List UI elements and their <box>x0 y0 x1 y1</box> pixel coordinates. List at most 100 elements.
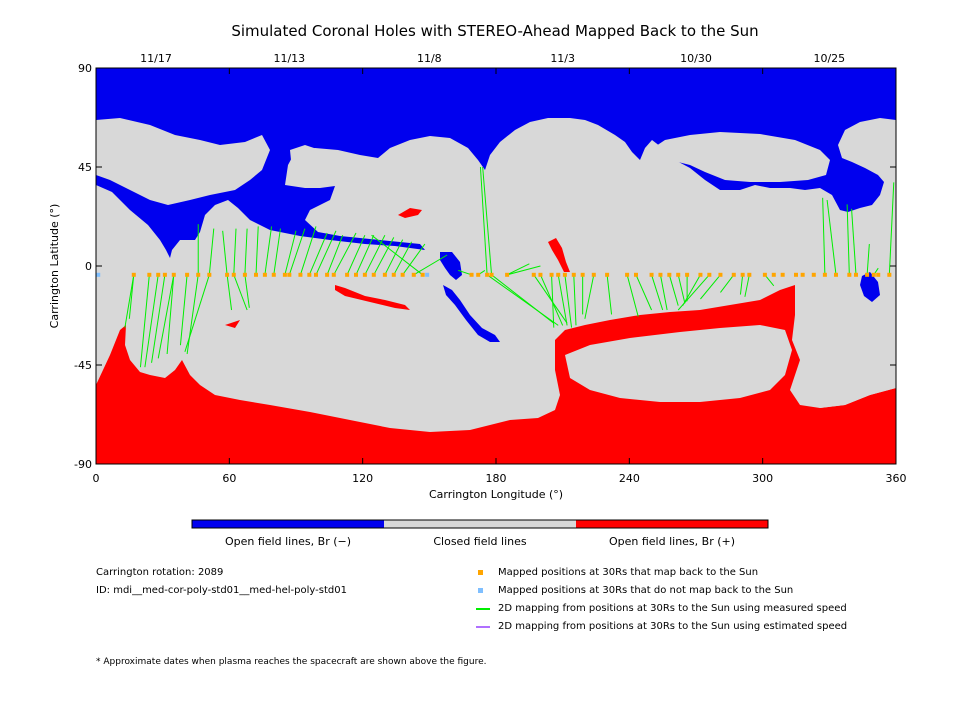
positive-patch-1 <box>398 208 422 218</box>
mapped-positions <box>131 272 892 277</box>
field-line-measured <box>299 226 317 275</box>
field-line-measured <box>364 234 386 276</box>
mapped-position-point <box>649 272 654 277</box>
mapped-position-point <box>156 272 161 277</box>
mapped-position-point <box>871 272 876 277</box>
field-line-measured <box>506 263 530 276</box>
positive-patch-4 <box>225 320 240 328</box>
model-id-info: ID: mdi__med-cor-poly-std01__med-hel-pol… <box>96 585 347 596</box>
top-date-label: 11/13 <box>273 52 305 65</box>
field-line-measured <box>626 274 639 317</box>
field-line-measured <box>551 274 555 328</box>
x-axis-ticks: 0 60 120 180 240 300 360 <box>93 68 907 485</box>
mapped-position-point <box>207 272 212 277</box>
legend-label: Mapped positions at 30Rs that map back t… <box>498 567 759 578</box>
mapped-position-point <box>131 272 136 277</box>
mapped-position-point <box>282 272 287 277</box>
field-line-measured <box>124 274 135 328</box>
field-line-measured <box>233 228 237 275</box>
top-date-label: 11/3 <box>550 52 575 65</box>
y-tick-label: 45 <box>78 161 92 174</box>
field-line-measured <box>186 274 199 355</box>
field-line-measured <box>506 265 541 276</box>
mapped-position-point <box>556 272 561 277</box>
mapped-position-point <box>271 272 276 277</box>
mapped-position-point <box>225 272 230 277</box>
field-line-measured <box>564 274 573 328</box>
mapped-position-point <box>685 272 690 277</box>
field-line-measured <box>264 226 273 275</box>
mapped-position-point <box>242 272 247 277</box>
field-line-measured <box>233 274 248 311</box>
mapped-position-point <box>371 272 376 277</box>
field-line-measured <box>393 241 412 276</box>
legend-label: 2D mapping from positions at 30Rs to the… <box>498 603 847 614</box>
y-axis-label: Carrington Latitude (°) <box>48 204 61 329</box>
field-line-measured <box>822 197 826 275</box>
field-line-measured <box>668 274 679 306</box>
field-line-measured <box>128 274 135 319</box>
field-line-measured <box>458 269 472 276</box>
field-line-measured <box>826 199 837 275</box>
mapped-position-point <box>476 272 481 277</box>
field-line-measured <box>373 237 395 276</box>
field-lines <box>124 166 895 368</box>
y-tick-label: 0 <box>85 260 92 273</box>
field-line-measured <box>371 234 423 276</box>
unmapped-positions <box>96 272 430 277</box>
mapped-position-point <box>658 272 663 277</box>
colorbar-segment <box>384 520 576 528</box>
field-line-measured <box>179 274 188 346</box>
field-line-measured <box>222 230 228 275</box>
top-date-label: 11/17 <box>140 52 172 65</box>
legend-label: 2D mapping from positions at 30Rs to the… <box>498 621 848 632</box>
mapped-position-point <box>345 272 350 277</box>
mapped-position-point <box>634 272 638 277</box>
y-tick-label: -90 <box>74 458 92 471</box>
mapped-position-point <box>794 272 798 277</box>
mapped-position-point <box>591 272 596 277</box>
field-line-measured <box>851 208 857 275</box>
legend-label: Mapped positions at 30Rs that do not map… <box>498 585 794 596</box>
field-line-measured <box>866 243 870 275</box>
field-line-measured <box>284 230 297 275</box>
mapped-position-point <box>854 272 858 277</box>
field-line-measured <box>533 274 568 324</box>
mapped-position-point <box>391 272 396 277</box>
colorbar-label: Open field lines, Br (−) <box>225 535 351 548</box>
field-line-measured <box>139 274 150 368</box>
top-date-label: 10/25 <box>813 52 845 65</box>
mapped-position-point <box>411 272 416 277</box>
mapped-position-point <box>325 272 330 277</box>
field-line-measured <box>273 228 281 275</box>
field-line-measured <box>326 235 344 275</box>
field-line-measured <box>651 274 664 311</box>
field-line-measured <box>315 230 337 276</box>
field-line-measured <box>244 274 250 308</box>
mapped-position-point <box>762 272 767 277</box>
south-polar-coronal-hole <box>96 285 896 464</box>
field-line-measured <box>888 182 895 275</box>
chart-title: Simulated Coronal Holes with STEREO-Ahea… <box>231 22 758 40</box>
mapped-position-point <box>887 272 892 277</box>
mapped-position-point <box>834 272 838 277</box>
field-line-measured <box>635 274 653 311</box>
unmapped-position-point <box>96 272 101 277</box>
mapped-position-point <box>485 272 490 277</box>
mapped-position-point <box>298 272 303 277</box>
carrington-rotation-info: Carrington rotation: 2089 <box>96 567 224 578</box>
top-date-label: 11/8 <box>417 52 442 65</box>
mapped-position-point <box>822 272 827 277</box>
mapped-position-point <box>196 272 201 277</box>
field-line-measured <box>846 204 850 275</box>
mapped-position-point <box>231 272 236 277</box>
y-tick-label: -45 <box>74 359 92 372</box>
mapped-position-point <box>771 272 776 277</box>
field-line-measured <box>744 274 750 297</box>
legend-square-marker <box>478 570 483 575</box>
mapped-position-point <box>171 272 176 277</box>
field-line-measured <box>151 274 166 363</box>
mapped-position-point <box>254 272 258 277</box>
mapped-position-point <box>420 272 425 277</box>
x-tick-label: 240 <box>619 472 640 485</box>
